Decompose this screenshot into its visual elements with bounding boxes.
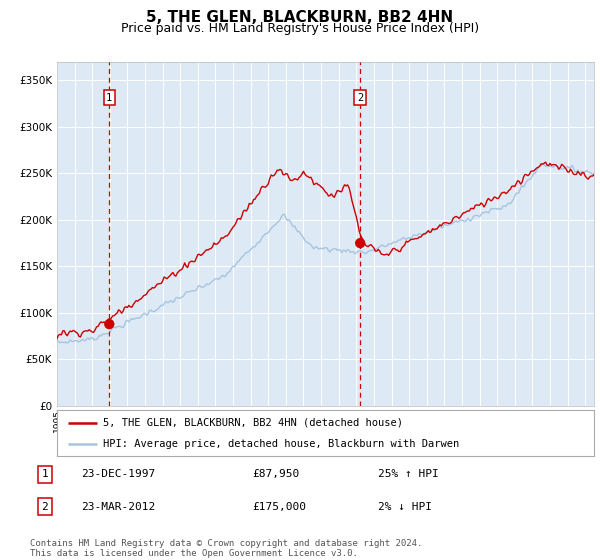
Text: Contains HM Land Registry data © Crown copyright and database right 2024.
This d: Contains HM Land Registry data © Crown c… xyxy=(30,539,422,558)
Text: 2: 2 xyxy=(357,93,364,103)
Text: 5, THE GLEN, BLACKBURN, BB2 4HN (detached house): 5, THE GLEN, BLACKBURN, BB2 4HN (detache… xyxy=(103,418,403,428)
Text: 1: 1 xyxy=(106,93,112,103)
Text: 23-MAR-2012: 23-MAR-2012 xyxy=(81,502,155,512)
Text: HPI: Average price, detached house, Blackburn with Darwen: HPI: Average price, detached house, Blac… xyxy=(103,439,459,449)
Text: 25% ↑ HPI: 25% ↑ HPI xyxy=(378,469,439,479)
Text: £87,950: £87,950 xyxy=(252,469,299,479)
Text: £175,000: £175,000 xyxy=(252,502,306,512)
Text: 5, THE GLEN, BLACKBURN, BB2 4HN: 5, THE GLEN, BLACKBURN, BB2 4HN xyxy=(146,10,454,25)
Text: 23-DEC-1997: 23-DEC-1997 xyxy=(81,469,155,479)
Text: 2: 2 xyxy=(41,502,49,512)
Point xyxy=(355,239,365,248)
Text: 1: 1 xyxy=(41,469,49,479)
Text: Price paid vs. HM Land Registry's House Price Index (HPI): Price paid vs. HM Land Registry's House … xyxy=(121,22,479,35)
Point xyxy=(104,320,114,329)
Text: 2% ↓ HPI: 2% ↓ HPI xyxy=(378,502,432,512)
